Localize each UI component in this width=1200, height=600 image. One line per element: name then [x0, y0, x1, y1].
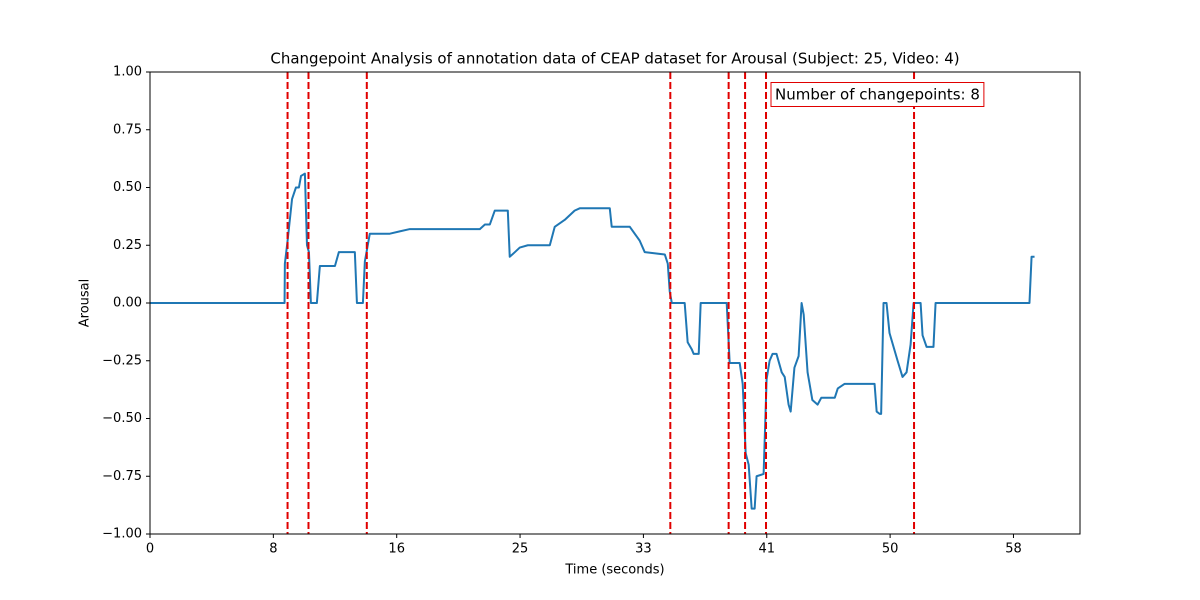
x-tick-label: 41	[758, 542, 775, 557]
data-line	[150, 172, 1035, 510]
x-tick-label: 50	[882, 542, 899, 557]
y-tick-label: 0.00	[113, 296, 142, 311]
x-tick-label: 8	[269, 542, 277, 557]
x-tick-label: 0	[146, 542, 154, 557]
x-tick-label: 16	[388, 542, 405, 557]
plot-frame	[149, 71, 1081, 535]
x-tick-label: 58	[1005, 542, 1022, 557]
y-tick-label: −1.00	[102, 527, 142, 542]
y-axis-label: Arousal	[78, 279, 93, 328]
x-tick-label: 25	[512, 542, 529, 557]
annotation: Number of changepoints: 8	[775, 86, 980, 104]
y-tick-label: −0.50	[102, 411, 142, 426]
x-axis-label: Time (seconds)	[564, 563, 664, 578]
y-tick-label: 0.50	[113, 180, 142, 195]
chart-title: Changepoint Analysis of annotation data …	[270, 50, 959, 68]
y-tick-label: 1.00	[113, 65, 142, 80]
y-tick-label: −0.25	[102, 353, 142, 368]
x-tick-label: 33	[635, 542, 652, 557]
annotation-box	[770, 82, 985, 107]
y-tick-label: −0.75	[102, 469, 142, 484]
y-tick-label: 0.25	[113, 238, 142, 253]
y-tick-label: 0.75	[113, 122, 142, 137]
